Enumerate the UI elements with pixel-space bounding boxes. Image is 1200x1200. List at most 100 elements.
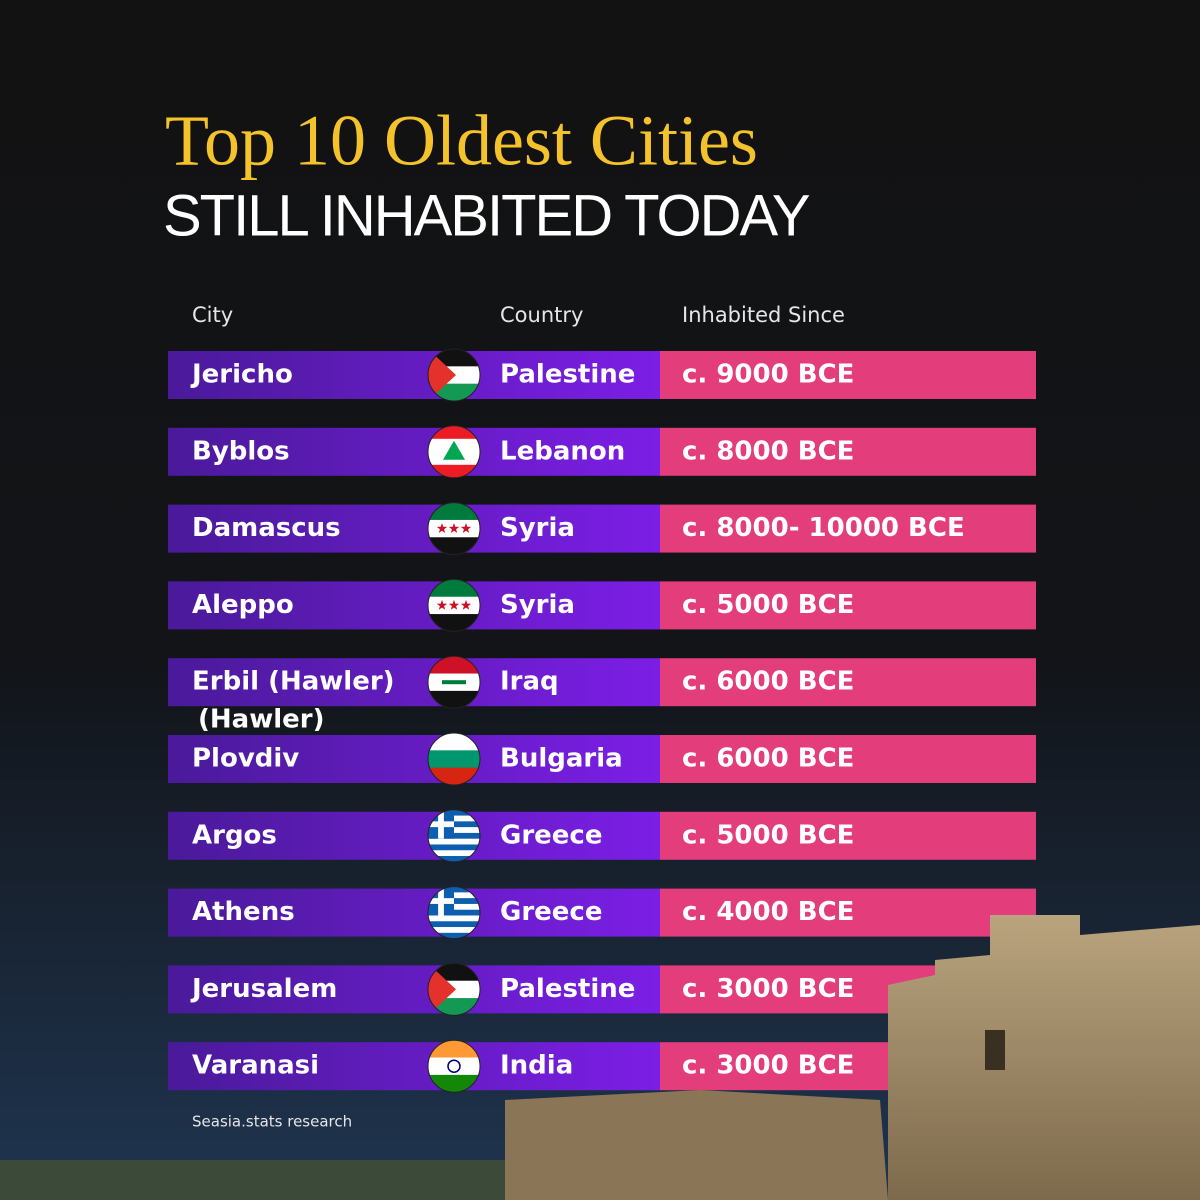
table-cell: Erbil (Hawler) (192, 667, 395, 697)
flag-icon (428, 425, 480, 478)
table-cell: Varanasi (192, 1051, 319, 1081)
row-band-left (168, 351, 660, 399)
flag-ring (427, 962, 481, 1016)
table-cell: c. 3000 BCE (682, 1051, 854, 1081)
flag-part (442, 680, 466, 685)
flag-part (428, 838, 480, 845)
row-band-left (168, 1042, 660, 1091)
table-row: Erbil (Hawler) Iraq c. 6000 BCE (168, 655, 1036, 709)
row-band-left (168, 811, 660, 860)
table-cell: c. 6000 BCE (682, 667, 854, 697)
table-cell: Syria (500, 513, 575, 543)
table-rows: Jericho Palestine c. 9000 BCE Byblos Lebanon… (168, 348, 1036, 1093)
flag-ring (427, 809, 481, 863)
table-row: Byblos Lebanon c. 8000 BCE (168, 425, 1036, 479)
flag-part (428, 932, 480, 939)
flag-ring (427, 655, 481, 709)
table-cell: c. 3000 BCE (682, 974, 854, 1004)
table-cell: Argos (192, 820, 277, 850)
flag-part (428, 537, 480, 555)
table-cell: Greece (500, 820, 602, 850)
table-cell: Jerusalem (190, 974, 337, 1004)
flag-part (428, 850, 480, 857)
flag-ring (427, 1039, 481, 1093)
table-cell: c. 4000 BCE (682, 897, 854, 927)
flag-part (448, 523, 460, 533)
table-cell: Greece (500, 897, 602, 927)
overflow-text: (Hawler) (198, 705, 324, 735)
flag-part (447, 1059, 461, 1073)
flag-part (428, 915, 480, 922)
table-cell: c. 9000 BCE (682, 360, 854, 390)
flag-part (428, 733, 480, 751)
flag-part (428, 349, 456, 401)
row-band-right (660, 427, 1036, 476)
table-cell: Byblos (192, 436, 290, 466)
row-band-right (660, 581, 1036, 630)
flag-part (428, 690, 480, 709)
flag-part (428, 767, 480, 785)
flag-part (428, 963, 456, 1016)
table-row: Plovdiv Bulgaria c. 6000 BCE (168, 732, 1036, 786)
flag-icon (428, 809, 480, 862)
column-header: City (192, 303, 233, 327)
flag-icon (428, 349, 480, 401)
flag-ring (427, 502, 481, 556)
flag-icon (428, 963, 480, 1016)
row-band-left (168, 427, 660, 476)
table-cell: Aleppo (192, 590, 294, 620)
row-band-left (168, 965, 660, 1014)
table-cell: Palestine (500, 360, 635, 390)
flag-ring (427, 732, 481, 786)
flag-icon (428, 579, 480, 632)
table-cell: Bulgaria (500, 744, 623, 774)
table-cell: Athens (192, 897, 295, 927)
flag-part (428, 927, 480, 934)
subtitle: STILL INHABITED TODAY (163, 183, 810, 248)
table-row: Argos Greece c. 5000 BCE (168, 809, 1036, 863)
flag-ring (427, 886, 481, 940)
table-cell: c. 6000 BCE (682, 744, 854, 774)
flag-icon (428, 1040, 480, 1093)
flag-part (438, 886, 444, 916)
flag-part (428, 921, 480, 928)
table-cell: India (500, 1051, 573, 1081)
flag-part (436, 523, 448, 533)
table-row: Aleppo Syria c. 5000 BCE (168, 578, 1036, 632)
row-band-right (660, 888, 1036, 937)
table-cell: Palestine (500, 974, 635, 1004)
table-cell: c. 5000 BCE (682, 590, 854, 620)
row-band-right (660, 735, 1036, 783)
table-cell: Iraq (500, 667, 559, 697)
flag-ring (427, 348, 481, 402)
table-row: Jericho Palestine c. 9000 BCE (168, 348, 1036, 402)
table-cell: c. 8000 BCE (682, 436, 854, 466)
table-row: Athens Greece c. 4000 BCE (168, 886, 1036, 940)
row-band-left (168, 658, 660, 707)
flag-part (428, 579, 480, 598)
flag-part (428, 502, 480, 521)
flag-part (448, 599, 460, 610)
flag-part (428, 1074, 480, 1093)
row-band-right (660, 351, 1036, 399)
table-cell: Jericho (190, 360, 293, 390)
source-note: Seasia.stats research (192, 1113, 352, 1131)
flag-part (428, 1057, 480, 1076)
table-row: Varanasi India c. 3000 BCE (168, 1039, 1036, 1093)
flag-part (428, 844, 480, 851)
row-band-left (168, 888, 660, 937)
flag-part (428, 614, 480, 632)
flag-icon (428, 656, 480, 709)
table-cell: Syria (500, 590, 575, 620)
flag-icon (428, 502, 480, 555)
flag-part (460, 523, 472, 533)
flag-part (428, 1040, 480, 1059)
row-band-left (168, 735, 660, 783)
row-band-left (168, 504, 660, 553)
flag-part (428, 656, 480, 675)
title: Top 10 Oldest Cities (165, 101, 758, 181)
fortress (0, 915, 1200, 1200)
flag-part (436, 599, 448, 610)
flag-part (443, 440, 465, 460)
